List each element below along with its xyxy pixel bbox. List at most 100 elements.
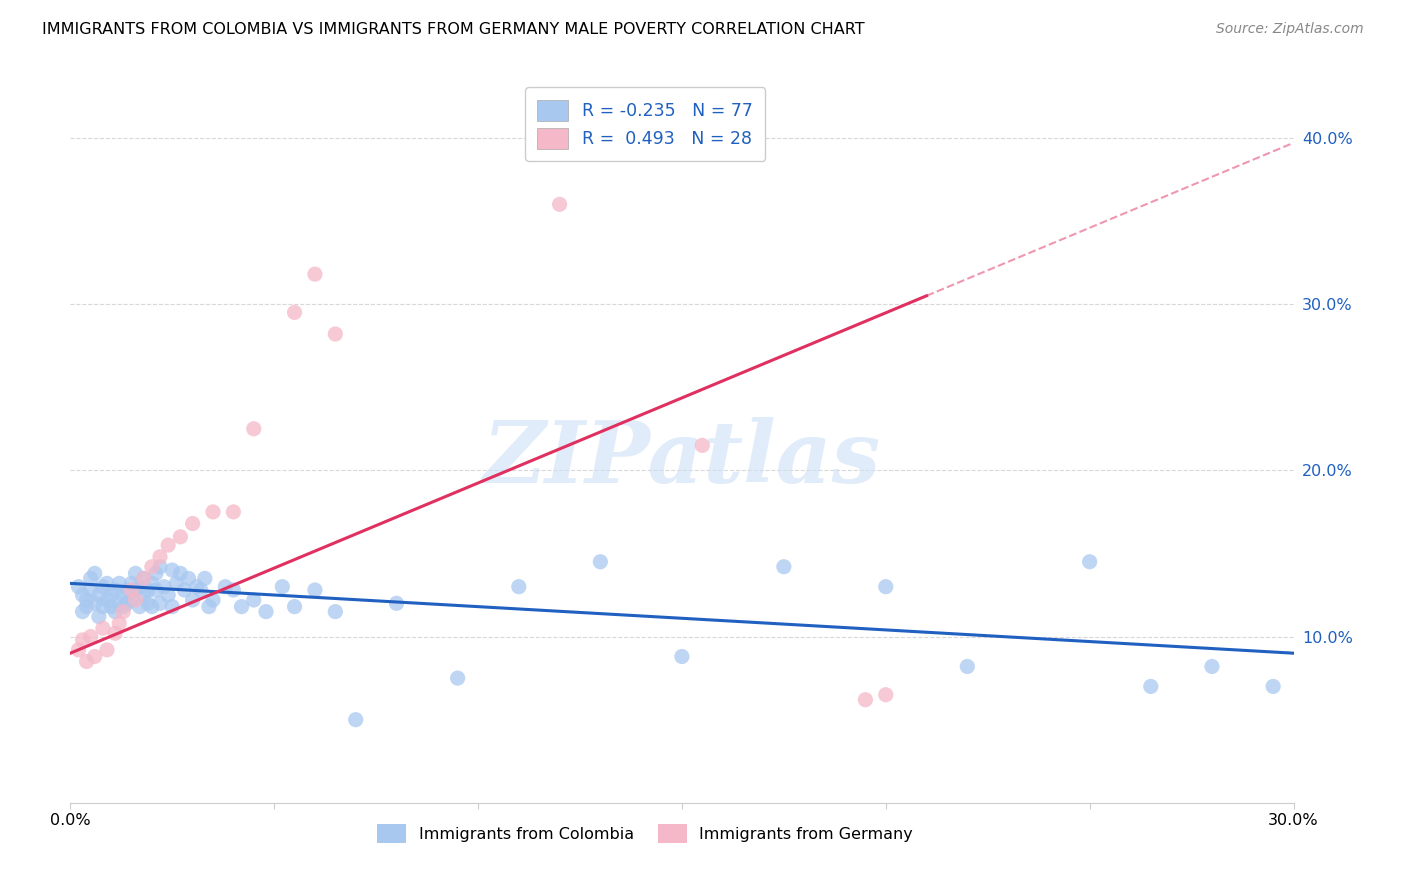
Point <box>162 599 183 614</box>
Point <box>243 422 266 436</box>
Point <box>87 609 110 624</box>
Point <box>1261 680 1284 694</box>
Point <box>157 538 180 552</box>
Point <box>83 649 105 664</box>
Point <box>136 582 159 597</box>
Point <box>202 505 225 519</box>
Point <box>117 596 139 610</box>
Point <box>671 649 693 664</box>
Point <box>108 596 131 610</box>
Point <box>190 582 212 597</box>
Point <box>91 580 114 594</box>
Point <box>108 616 131 631</box>
Point <box>141 599 163 614</box>
Point <box>177 571 200 585</box>
Point <box>76 593 98 607</box>
Point <box>79 630 103 644</box>
Point <box>690 438 713 452</box>
Point <box>855 692 877 706</box>
Legend: Immigrants from Colombia, Immigrants from Germany: Immigrants from Colombia, Immigrants fro… <box>371 817 920 850</box>
Point <box>1139 680 1161 694</box>
Point <box>83 566 105 581</box>
Point <box>323 326 347 341</box>
Point <box>169 566 191 581</box>
Point <box>91 621 114 635</box>
Point <box>121 582 143 597</box>
Point <box>186 580 208 594</box>
Point <box>67 580 90 594</box>
Point <box>231 599 253 614</box>
Point <box>243 593 266 607</box>
Point <box>589 555 612 569</box>
Point <box>385 596 408 610</box>
Point <box>181 516 204 531</box>
Point <box>76 599 98 614</box>
Point <box>117 582 139 597</box>
Point <box>124 582 146 597</box>
Point <box>72 632 94 647</box>
Point <box>104 626 127 640</box>
Point <box>162 563 183 577</box>
Point <box>304 582 326 597</box>
Point <box>1201 659 1223 673</box>
Point <box>222 505 245 519</box>
Point <box>67 643 90 657</box>
Point <box>79 571 103 585</box>
Point <box>1078 555 1101 569</box>
Point <box>112 588 135 602</box>
Point <box>96 593 118 607</box>
Point <box>124 566 146 581</box>
Point <box>214 580 236 594</box>
Point <box>100 588 122 602</box>
Point <box>76 655 98 669</box>
Point <box>112 599 135 614</box>
Point <box>145 566 167 581</box>
Point <box>91 599 114 614</box>
Point <box>202 593 225 607</box>
Text: ZIPatlas: ZIPatlas <box>482 417 882 500</box>
Point <box>149 549 172 564</box>
Point <box>141 559 163 574</box>
Point <box>165 576 187 591</box>
Point <box>194 571 217 585</box>
Point <box>124 593 146 607</box>
Point <box>875 688 897 702</box>
Point <box>72 588 94 602</box>
Point <box>79 582 103 597</box>
Point <box>284 599 307 614</box>
Point <box>271 580 294 594</box>
Point <box>169 530 191 544</box>
Point <box>254 605 277 619</box>
Point <box>128 580 150 594</box>
Point <box>773 559 796 574</box>
Point <box>149 596 172 610</box>
Point <box>304 267 326 281</box>
Point <box>447 671 470 685</box>
Point <box>112 605 135 619</box>
Point <box>222 582 245 597</box>
Point <box>875 580 897 594</box>
Point <box>128 599 150 614</box>
Point <box>323 605 347 619</box>
Point <box>136 596 159 610</box>
Point <box>132 571 155 585</box>
Point <box>149 559 172 574</box>
Point <box>108 576 131 591</box>
Point <box>72 605 94 619</box>
Point <box>104 582 127 597</box>
Point <box>284 305 307 319</box>
Point <box>198 599 221 614</box>
Point <box>141 576 163 591</box>
Point <box>121 576 143 591</box>
Point <box>121 593 143 607</box>
Point <box>100 599 122 614</box>
Point <box>96 576 118 591</box>
Point <box>956 659 979 673</box>
Point <box>83 596 105 610</box>
Point <box>104 605 127 619</box>
Text: Source: ZipAtlas.com: Source: ZipAtlas.com <box>1216 22 1364 37</box>
Point <box>96 643 118 657</box>
Point <box>173 582 195 597</box>
Point <box>344 713 367 727</box>
Point <box>157 588 180 602</box>
